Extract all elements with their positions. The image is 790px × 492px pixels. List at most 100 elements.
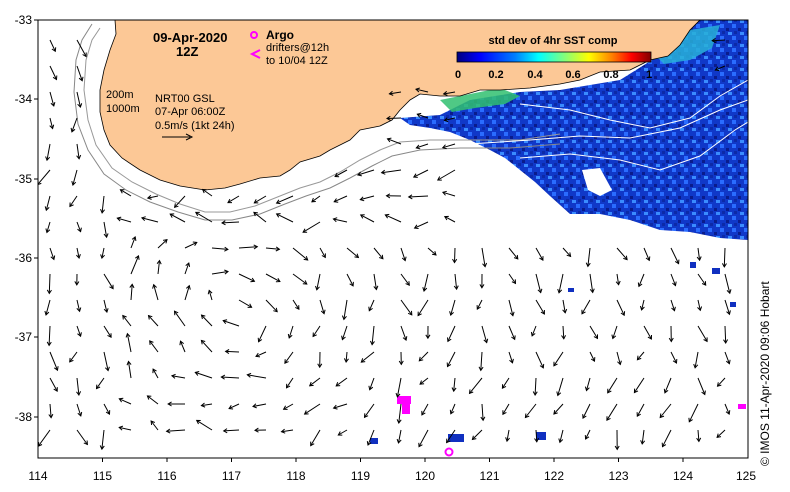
current-arrowhead bbox=[511, 335, 516, 341]
lon-tick: 125 bbox=[736, 469, 756, 483]
current-arrow bbox=[69, 351, 78, 363]
current-arrow bbox=[373, 273, 377, 290]
current-arrow bbox=[662, 429, 672, 447]
current-arrow bbox=[49, 351, 58, 371]
current-arrowhead bbox=[135, 255, 140, 260]
current-arrowhead bbox=[105, 410, 111, 415]
current-arrow bbox=[562, 247, 571, 257]
current-arrowhead bbox=[310, 441, 315, 447]
current-arrowhead bbox=[398, 360, 404, 366]
current-arrowhead bbox=[45, 156, 51, 162]
argo-legend-icon bbox=[250, 31, 258, 39]
lon-tick: 122 bbox=[544, 469, 564, 483]
current-arrowhead bbox=[413, 224, 419, 229]
current-arrowhead bbox=[77, 411, 83, 417]
current-arrow bbox=[166, 429, 186, 432]
current-arrowhead bbox=[78, 76, 84, 82]
current-arrow bbox=[292, 273, 308, 285]
current-arrowhead bbox=[419, 380, 425, 385]
current-arrowhead bbox=[167, 401, 172, 407]
sst-pixel bbox=[690, 262, 696, 268]
current-arrowhead bbox=[252, 403, 257, 409]
current-arrow bbox=[48, 273, 51, 294]
current-arrowhead bbox=[295, 305, 300, 311]
current-arrowhead bbox=[51, 47, 57, 53]
current-arrowhead bbox=[636, 412, 641, 418]
lon-tick: 117 bbox=[222, 469, 241, 483]
current-arrowhead bbox=[701, 281, 707, 286]
current-arrow bbox=[697, 429, 700, 442]
current-arrowhead bbox=[696, 256, 702, 262]
current-arrowhead bbox=[104, 366, 110, 372]
current-arrow bbox=[311, 195, 321, 203]
current-arrowhead bbox=[69, 357, 74, 363]
current-arrowhead bbox=[441, 190, 447, 196]
current-arrowhead bbox=[228, 405, 234, 410]
current-arrowhead bbox=[532, 391, 538, 396]
current-arrowhead bbox=[275, 246, 281, 252]
current-arrow bbox=[201, 403, 213, 407]
current-arrowhead bbox=[607, 388, 612, 394]
current-arrow bbox=[670, 247, 680, 264]
current-arrowhead bbox=[449, 311, 454, 317]
lon-tick: 120 bbox=[415, 469, 435, 483]
current-arrow bbox=[223, 320, 240, 327]
current-arrowhead bbox=[332, 404, 338, 410]
current-arrowhead bbox=[585, 262, 591, 268]
current-arrow bbox=[381, 169, 402, 174]
current-arrow bbox=[360, 214, 375, 223]
current-arrowhead bbox=[146, 395, 152, 400]
sst-pixel bbox=[712, 268, 720, 274]
current-arrowhead bbox=[149, 340, 154, 345]
current-arrow bbox=[252, 403, 267, 407]
current-arrow bbox=[427, 247, 437, 256]
current-arrow bbox=[319, 299, 325, 314]
current-arrow bbox=[223, 429, 240, 432]
current-arrowhead bbox=[224, 349, 230, 355]
current-arrow bbox=[400, 299, 413, 316]
current-arrowhead bbox=[509, 358, 514, 364]
current-arrowhead bbox=[671, 306, 676, 312]
current-arrow bbox=[444, 117, 456, 121]
current-arrowhead bbox=[122, 314, 127, 320]
current-arrowhead bbox=[386, 137, 392, 143]
current-arrowhead bbox=[647, 334, 652, 340]
current-arrowhead bbox=[349, 281, 354, 287]
current-arrowhead bbox=[688, 417, 693, 423]
current-arrowhead bbox=[302, 228, 308, 233]
current-arrowhead bbox=[620, 311, 626, 317]
current-arrow bbox=[670, 351, 677, 364]
current-arrowhead bbox=[553, 409, 558, 415]
current-arrow bbox=[416, 143, 429, 149]
current-arrow bbox=[716, 429, 726, 438]
current-arrow bbox=[724, 325, 727, 344]
current-arrowhead bbox=[693, 363, 699, 369]
current-arrowhead bbox=[696, 437, 702, 443]
current-arrowhead bbox=[668, 337, 674, 343]
current-arrowhead bbox=[405, 281, 410, 286]
current-arrow bbox=[48, 325, 51, 346]
current-arrow bbox=[148, 315, 159, 327]
current-arrow bbox=[415, 88, 429, 93]
current-arrow bbox=[38, 169, 51, 185]
current-arrowhead bbox=[125, 332, 131, 338]
current-arrow bbox=[589, 351, 595, 362]
current-arrowhead bbox=[150, 420, 155, 426]
current-arrowhead bbox=[165, 428, 171, 434]
current-arrow bbox=[147, 195, 159, 199]
current-arrow bbox=[333, 403, 348, 409]
current-arrowhead bbox=[69, 202, 74, 208]
current-time: 07-Apr 06:00Z bbox=[155, 106, 226, 118]
current-arrowhead bbox=[311, 197, 316, 203]
current-arrow bbox=[443, 91, 456, 95]
current-arrowhead bbox=[109, 284, 114, 290]
current-arrowhead bbox=[417, 311, 422, 317]
current-arrow bbox=[333, 195, 348, 203]
current-arrow bbox=[49, 39, 56, 52]
current-arrowhead bbox=[479, 284, 485, 289]
current-arrow bbox=[664, 377, 672, 393]
current-arrow bbox=[120, 189, 132, 197]
current-arrow bbox=[387, 138, 402, 145]
current-arrowhead bbox=[253, 211, 258, 217]
current-arrow bbox=[238, 299, 252, 308]
